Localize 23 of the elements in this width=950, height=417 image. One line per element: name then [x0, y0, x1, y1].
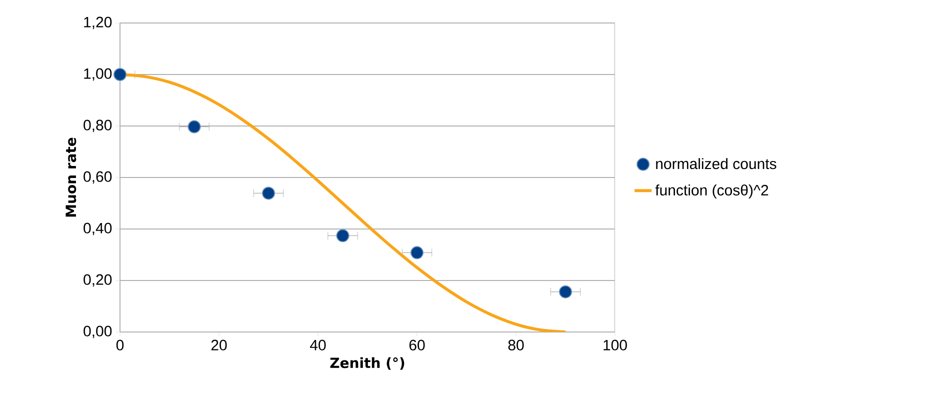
y-tick-label: 0,60 [84, 171, 112, 184]
y-axis-title: Muon rate [66, 138, 76, 217]
y-tick-label: 1,20 [84, 16, 112, 30]
point [336, 229, 350, 242]
point [262, 186, 276, 200]
point [114, 68, 127, 81]
x-tick-label: 0 [116, 340, 124, 350]
y-tick-label: 0,40 [84, 222, 112, 236]
legend-label: normalized counts [656, 158, 776, 170]
legend-label: function (cosθ)^2 [655, 184, 768, 198]
x-tick-label: 20 [211, 340, 227, 350]
y-tick-label: 1,00 [84, 68, 112, 81]
x-tick-label: 100 [604, 340, 627, 350]
y-tick-label: 0,20 [84, 274, 112, 287]
x-tick-label: 40 [310, 340, 326, 350]
point [188, 120, 201, 134]
x-axis-title: Zenith (°) [330, 357, 404, 370]
x-tick-label: 80 [508, 340, 524, 350]
y-tick-label: 0,00 [84, 326, 112, 338]
y-tick-label: 0,80 [84, 120, 112, 132]
point [559, 285, 572, 298]
x-tick-label: 60 [409, 340, 425, 350]
point [410, 246, 424, 260]
